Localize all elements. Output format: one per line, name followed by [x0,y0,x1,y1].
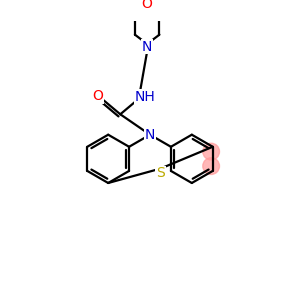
Circle shape [203,143,220,160]
Text: N: N [145,128,155,142]
Text: O: O [93,89,104,103]
Text: S: S [156,166,165,180]
Text: O: O [142,0,153,11]
Text: N: N [142,40,152,54]
Text: NH: NH [135,90,156,104]
Circle shape [203,158,220,175]
